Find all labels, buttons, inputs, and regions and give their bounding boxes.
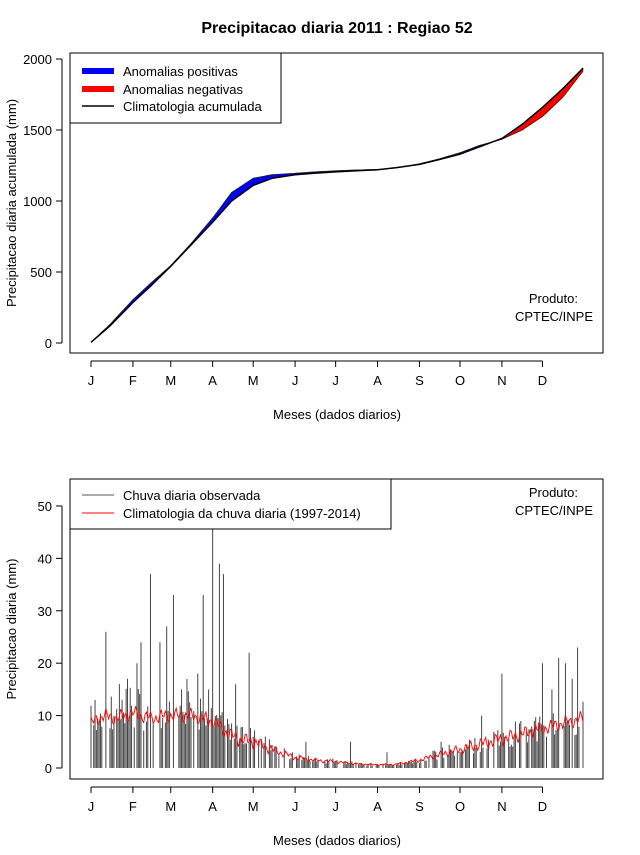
legend-positive-label: Anomalias positivas [123, 64, 238, 79]
climatology-daily-line [90, 706, 584, 767]
daily-x-tick-label: A [373, 799, 382, 814]
climatology-cumulative-line [90, 67, 584, 343]
daily-y-tick-label: 20 [38, 656, 52, 671]
legend-negative-label: Anomalias negativas [123, 82, 243, 97]
cumulative-x-tick-label: S [415, 373, 424, 388]
daily-x-tick-label: O [455, 799, 465, 814]
daily-y-axis-label: Precipitacao diaria (mm) [4, 559, 19, 700]
cumulative-x-tick-label: A [208, 373, 217, 388]
daily-y-tick-label: 40 [38, 551, 52, 566]
cumulative-panel: 0 500 1000 1500 2000 J F M A M J J A S O N D Precipitaca… [4, 52, 604, 422]
bottom-annotation-line1: Produto: [529, 485, 578, 500]
cumulative-x-tick-label: J [332, 373, 339, 388]
cumulative-y-tick-label: 1500 [23, 123, 52, 138]
cumulative-axes: 0 500 1000 1500 2000 J F M A M J J A S O N D [23, 52, 547, 388]
daily-x-tick-label: N [497, 799, 506, 814]
cumulative-x-tick-label: M [248, 373, 259, 388]
daily-y-tick-label: 50 [38, 499, 52, 514]
cumulative-y-tick-label: 0 [45, 336, 52, 351]
daily-y-tick-label: 30 [38, 604, 52, 619]
daily-x-tick-label: D [538, 799, 547, 814]
cumulative-x-tick-label: O [455, 373, 465, 388]
cumulative-y-axis-label: Precipitacao diaria acumulada (mm) [4, 99, 19, 307]
chart-title: Precipitacao diaria 2011 : Regiao 52 [201, 20, 472, 37]
cumulative-y-tick-label: 2000 [23, 52, 52, 67]
cumulative-x-tick-label: N [497, 373, 506, 388]
cumulative-x-tick-label: M [165, 373, 176, 388]
daily-x-tick-label: M [248, 799, 259, 814]
bottom-annotation-line2: CPTEC/INPE [515, 503, 593, 518]
cumulative-y-tick-label: 500 [30, 265, 52, 280]
cumulative-x-tick-label: D [538, 373, 547, 388]
daily-plot-area [90, 490, 584, 768]
daily-x-tick-label: J [292, 799, 299, 814]
cumulative-x-axis-label: Meses (dados diarios) [273, 407, 401, 422]
daily-axes: 0 10 20 30 40 50 J F M A M J J A S O N D [38, 499, 548, 814]
daily-legend: Chuva diaria observada Climatologia da c… [69, 478, 392, 530]
daily-x-tick-label: A [208, 799, 217, 814]
cumulative-x-tick-label: J [88, 373, 95, 388]
cumulative-x-tick-label: J [292, 373, 299, 388]
cumulative-x-tick-label: F [129, 373, 137, 388]
positive-anomaly-area [231, 177, 254, 202]
cumulative-plot-frame [69, 52, 604, 354]
top-annotation-line2: CPTEC/INPE [515, 309, 593, 324]
legend-climatology-label: Climatologia acumulada [123, 99, 263, 114]
negative-anomaly-area [542, 88, 564, 118]
daily-x-tick-label: F [129, 799, 137, 814]
daily-x-tick-label: M [165, 799, 176, 814]
daily-x-tick-label: J [88, 799, 95, 814]
daily-panel: 0 10 20 30 40 50 J F M A M J J A S O N D Precipitacao dia… [4, 478, 604, 848]
legend-climatology-daily-label: Climatologia da chuva diaria (1997-2014) [123, 506, 361, 521]
cumulative-y-tick-label: 1000 [23, 194, 52, 209]
daily-legend-box [69, 478, 392, 530]
cumulative-x-tick-label: A [373, 373, 382, 388]
daily-x-tick-label: J [332, 799, 339, 814]
legend-observed-label: Chuva diaria observada [123, 488, 261, 503]
daily-y-tick-label: 10 [38, 709, 52, 724]
daily-x-tick-label: S [415, 799, 424, 814]
top-annotation-line1: Produto: [529, 291, 578, 306]
daily-y-tick-label: 0 [45, 761, 52, 776]
daily-x-axis-label: Meses (dados diarios) [273, 833, 401, 848]
cumulative-legend: Anomalias positivas Anomalias negativas … [69, 52, 282, 124]
cumulative-plot-area [90, 67, 584, 343]
